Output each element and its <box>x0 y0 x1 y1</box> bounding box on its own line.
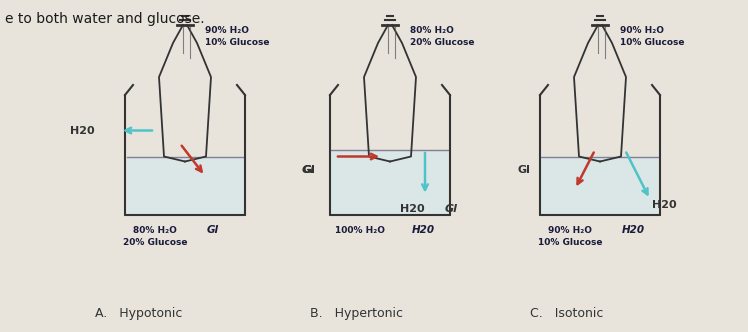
Text: 90% H₂O: 90% H₂O <box>205 26 249 35</box>
Text: H20: H20 <box>400 204 425 213</box>
Text: Gl: Gl <box>445 204 458 213</box>
Text: Gl: Gl <box>517 164 530 175</box>
Text: 10% Glucose: 10% Glucose <box>205 38 269 46</box>
Text: Gl: Gl <box>207 225 219 235</box>
Text: A.   Hypotonic: A. Hypotonic <box>95 307 183 320</box>
Text: B.   Hypertonic: B. Hypertonic <box>310 307 403 320</box>
Text: H20: H20 <box>70 125 95 135</box>
Text: 100% H₂O: 100% H₂O <box>335 225 385 234</box>
Text: H20: H20 <box>652 200 677 209</box>
Text: C.   Isotonic: C. Isotonic <box>530 307 604 320</box>
Text: 90% H₂O: 90% H₂O <box>548 225 592 234</box>
Text: e to both water and glucose.: e to both water and glucose. <box>5 12 205 26</box>
Text: 80% H₂O: 80% H₂O <box>133 225 177 234</box>
Text: Gl: Gl <box>302 164 315 175</box>
Text: 90% H₂O: 90% H₂O <box>620 26 664 35</box>
Text: 20% Glucose: 20% Glucose <box>410 38 474 46</box>
Text: H20: H20 <box>412 225 435 235</box>
Text: 10% Glucose: 10% Glucose <box>538 237 602 246</box>
Text: Gl: Gl <box>302 164 315 175</box>
Bar <box>126 156 244 213</box>
Bar <box>331 150 449 213</box>
Bar <box>542 156 658 213</box>
Text: 80% H₂O: 80% H₂O <box>410 26 454 35</box>
Text: H20: H20 <box>622 225 645 235</box>
Text: 10% Glucose: 10% Glucose <box>620 38 684 46</box>
Text: 20% Glucose: 20% Glucose <box>123 237 187 246</box>
